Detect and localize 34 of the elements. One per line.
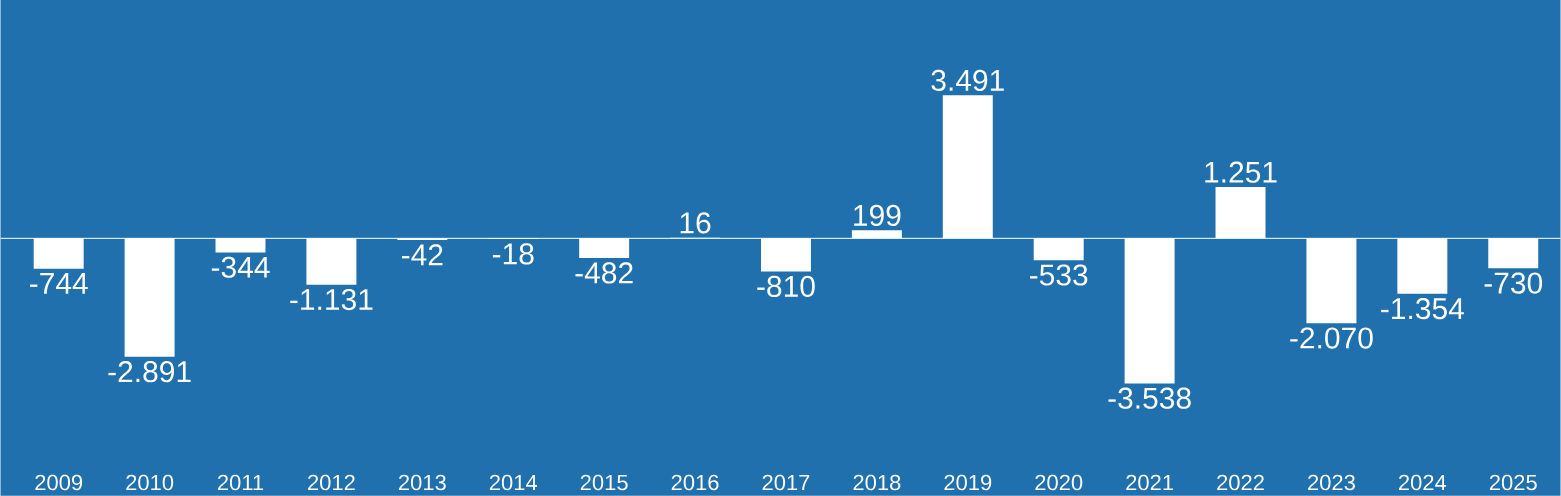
data-label: -2.891: [108, 361, 191, 383]
x-tick-label: 2014: [489, 474, 538, 491]
data-label: 16: [680, 212, 711, 234]
x-tick-label: 2024: [1398, 474, 1447, 491]
x-tick-label: 2025: [1489, 474, 1537, 491]
data-label: -810: [757, 275, 815, 298]
data-label: -18: [492, 243, 534, 265]
data-label: -3.538: [1108, 387, 1191, 409]
data-label: -42: [401, 244, 443, 266]
data-label: -533: [1030, 264, 1088, 286]
data-label: -1.354: [1381, 298, 1464, 320]
x-tick-label: 2020: [1035, 474, 1083, 491]
data-label: 3.491: [931, 69, 1004, 92]
x-tick-label: 2019: [944, 474, 992, 491]
data-label: -344: [211, 256, 270, 278]
x-tick-label: 2015: [580, 474, 628, 491]
data-label: -730: [1484, 272, 1543, 294]
data-label: 1.251: [1205, 161, 1277, 183]
data-label: -1.131: [290, 288, 373, 311]
data-label: -2.070: [1290, 327, 1373, 349]
x-tick-label: 2012: [308, 474, 355, 491]
x-tick-label: 2011: [217, 474, 264, 491]
data-label: -744: [30, 273, 88, 294]
x-tick-label: 2022: [1217, 474, 1264, 491]
x-tick-label: 2018: [853, 474, 901, 491]
data-label: -482: [575, 262, 633, 284]
x-tick-label: 2017: [762, 474, 810, 491]
x-tick-label: 2013: [398, 474, 446, 491]
data-label: 199: [854, 204, 901, 227]
x-tick-label: 2023: [1308, 474, 1355, 491]
x-tick-label: 2021: [1126, 474, 1173, 491]
x-tick-label: 2009: [35, 474, 83, 491]
x-tick-label: 2016: [671, 474, 719, 491]
x-tick-label: 2010: [126, 474, 174, 491]
